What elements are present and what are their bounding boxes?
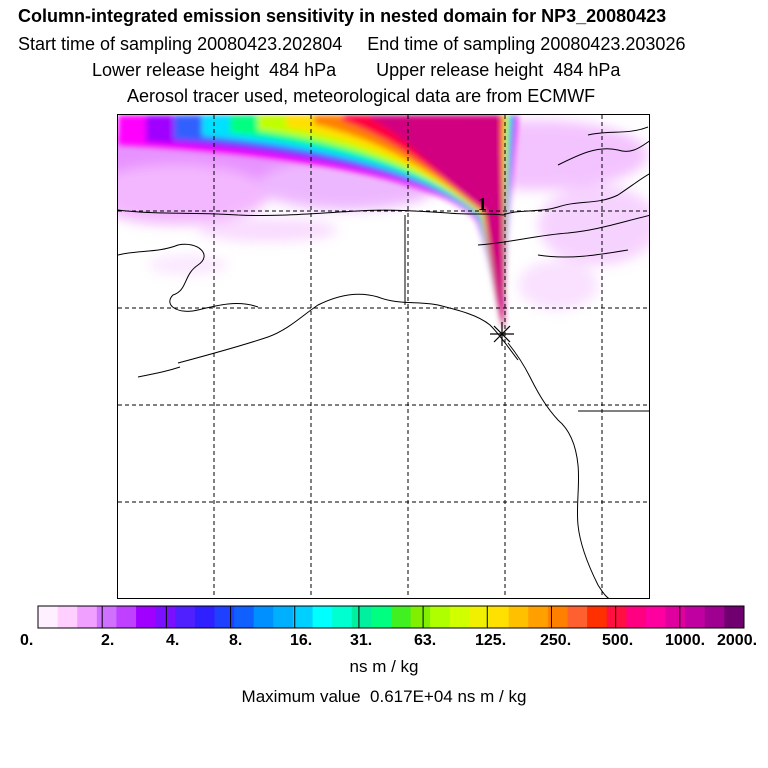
data-source-line: Aerosol tracer used, meteorological data… (127, 86, 596, 106)
map-canvas: 1 (118, 115, 649, 598)
plot-title: Column-integrated emission sensitivity i… (18, 6, 667, 26)
colorbar-swatch (724, 606, 745, 628)
colorbar-swatch (194, 606, 215, 628)
maximum-value-text: Maximum value 0.617E+04 ns m / kg (241, 687, 527, 706)
receptor-star-marker (490, 322, 514, 346)
colorbar-tick-label: 1000. (665, 632, 706, 649)
colorbar-swatch (273, 606, 294, 628)
colorbar-swatch (606, 606, 627, 628)
map-panel: 1 (117, 114, 650, 599)
colorbar-swatch (292, 606, 314, 628)
colorbar-swatch (704, 606, 725, 628)
colorbar-swatch (508, 606, 529, 628)
colorbar-swatch (116, 606, 137, 628)
colorbar-tick-label: 250. (540, 632, 572, 649)
colorbar-swatch (312, 606, 333, 628)
colorbar-swatch (155, 606, 176, 628)
colorbar-tick-label: 8. (229, 632, 243, 649)
colorbar-swatch (332, 606, 353, 628)
trajectory-label: 1 (478, 194, 487, 214)
colorbar-swatch (57, 606, 78, 628)
colorbar-swatch (665, 606, 686, 628)
colorbar-swatch (685, 606, 706, 628)
colorbar-swatch (547, 606, 568, 628)
colorbar-units: ns m / kg (349, 657, 419, 676)
colorbar-swatch (96, 606, 117, 628)
colorbar-swatch (38, 606, 59, 628)
colorbar-swatch (77, 606, 98, 628)
colorbar-border (37, 605, 745, 629)
colorbar-swatch (253, 606, 274, 628)
emission-plume (118, 115, 518, 330)
colorbar-tick-label: 2000. (717, 632, 758, 649)
colorbar-swatch (469, 606, 490, 628)
colorbar-tick-label: 125. (475, 632, 507, 649)
colorbar-swatch (567, 606, 588, 628)
colorbar (37, 605, 745, 629)
colorbar-swatch (175, 606, 196, 628)
sampling-time-line: Start time of sampling 20080423.202804 E… (18, 34, 686, 54)
colorbar-tick-label: 4. (166, 632, 180, 649)
colorbar-tick-label: 2. (101, 632, 115, 649)
colorbar-tick-label: 500. (602, 632, 634, 649)
colorbar-swatch (489, 606, 510, 628)
colorbar-swatch (214, 606, 235, 628)
colorbar-swatch (449, 606, 470, 628)
colorbar-swatch (351, 606, 372, 628)
colorbar-swatch (410, 606, 431, 628)
release-height-line: Lower release height 484 hPa Upper relea… (92, 60, 621, 80)
colorbar-swatch (430, 606, 451, 628)
plume-band (370, 115, 505, 330)
colorbar-swatch (587, 606, 608, 628)
colorbar-swatch (234, 606, 255, 628)
colorbar-swatch (626, 606, 647, 628)
colorbar-tick-label: 31. (350, 632, 373, 649)
colorbar-tick-label: 0. (20, 632, 34, 649)
colorbar-tick-label: 63. (414, 632, 437, 649)
colorbar-swatch (645, 606, 667, 628)
graticule (118, 115, 649, 598)
colorbar-swatch (371, 606, 392, 628)
colorbar-swatch (391, 606, 412, 628)
colorbar-swatch (136, 606, 157, 628)
colorbar-tick-label: 16. (290, 632, 313, 649)
colorbar-swatch (528, 606, 549, 628)
